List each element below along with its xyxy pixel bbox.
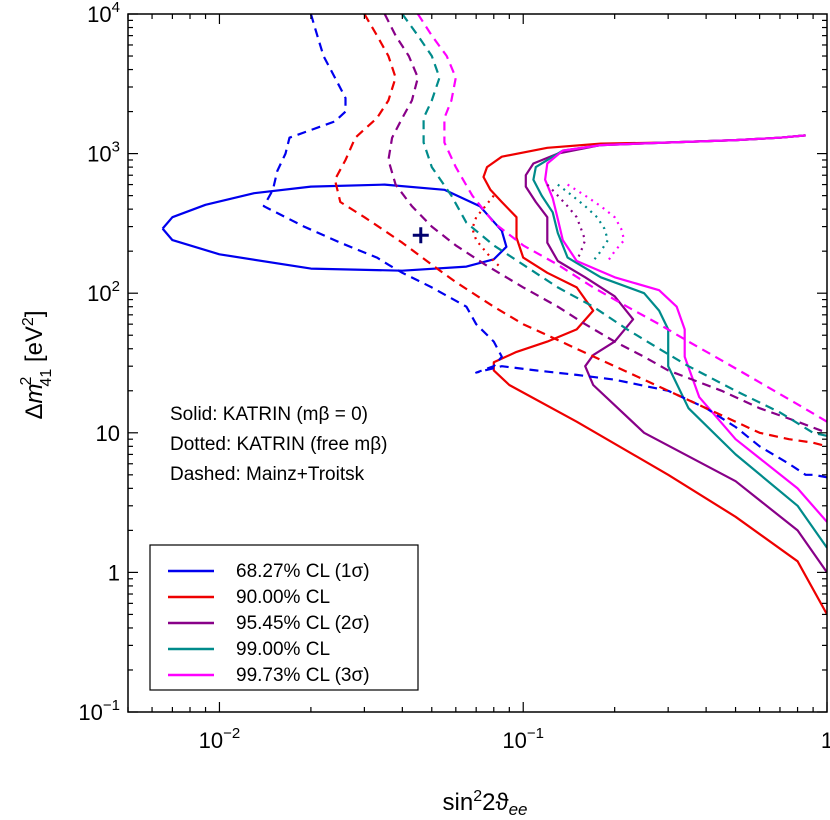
series-solid-3 — [532, 134, 827, 549]
legend-label: 90.00% CL — [236, 587, 330, 608]
y-tick-label: 10 — [96, 421, 120, 446]
series-solid-1 — [482, 134, 827, 615]
y-tick-label: 104 — [87, 0, 120, 27]
y-axis-label: Δm2 41 [eV2] — [18, 310, 55, 419]
series-dashed-11 — [383, 14, 827, 434]
ticks-layer: 10−2 10−1 1 10−1 1 10 102 103 104 — [78, 0, 830, 753]
x-tick-label: 10−1 — [502, 725, 544, 753]
legend-box — [149, 544, 419, 691]
legend: 68.27% CL (1σ) 90.00% CL 95.45% CL (2σ) 99.… — [149, 544, 419, 691]
series-dotted-8 — [567, 183, 626, 262]
series-layer — [161, 14, 827, 615]
series-dotted-7 — [557, 183, 609, 262]
best-fit-layer — [412, 227, 429, 244]
legend-label: 68.27% CL (1σ) — [236, 561, 370, 582]
plot-frame — [127, 13, 828, 713]
x-axis-label: sin22ϑee — [443, 788, 528, 819]
legend-label: 99.73% CL (3σ) — [236, 665, 370, 686]
y-tick-label: 1 — [108, 560, 120, 585]
annotation-dashed: Dashed: Mainz+Troitsk — [170, 464, 365, 485]
x-tick-label: 1 — [821, 728, 830, 753]
annotation-dotted: Dotted: KATRIN (free mβ) — [170, 434, 388, 455]
x-tick-label: 10−2 — [199, 725, 241, 753]
series-dashed-9 — [262, 14, 827, 479]
best-fit-marker — [412, 227, 429, 244]
series-solid-4 — [544, 134, 827, 523]
y-tick-label: 103 — [87, 139, 120, 167]
legend-label: 99.00% CL — [236, 639, 330, 660]
series-dotted-5 — [471, 194, 503, 270]
annotations: Solid: KATRIN (mβ = 0) Dotted: KATRIN (f… — [170, 404, 388, 485]
series-solid-2 — [524, 134, 827, 574]
y-tick-label: 10−1 — [78, 697, 120, 725]
series-solid-0 — [161, 183, 508, 272]
legend-label: 95.45% CL (2σ) — [236, 613, 370, 634]
series-dotted-6 — [546, 183, 587, 262]
series-dashed-12 — [401, 14, 827, 437]
annotation-solid: Solid: KATRIN (mβ = 0) — [170, 404, 368, 425]
series-dashed-13 — [416, 14, 827, 423]
y-tick-label: 102 — [87, 278, 120, 306]
